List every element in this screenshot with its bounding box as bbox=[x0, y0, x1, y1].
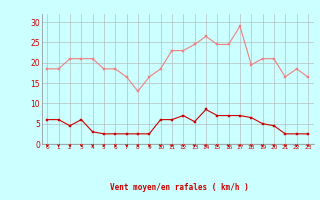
Text: Vent moyen/en rafales ( km/h ): Vent moyen/en rafales ( km/h ) bbox=[110, 183, 249, 192]
